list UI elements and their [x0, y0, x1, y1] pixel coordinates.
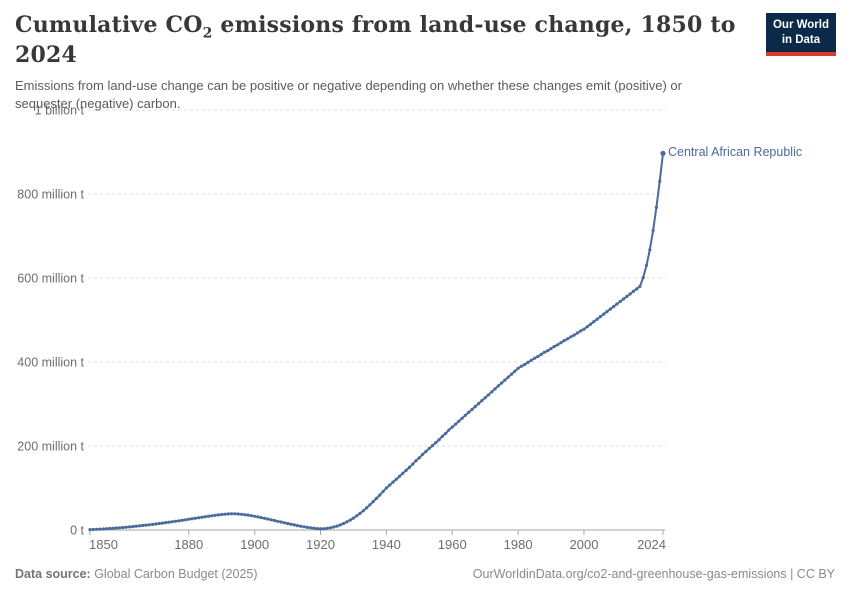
owid-logo[interactable]: Our World in Data: [765, 13, 836, 56]
chart-footer: Data source: Global Carbon Budget (2025)…: [15, 567, 835, 581]
series-label-central-african-republic: Central African Republic: [668, 145, 803, 160]
svg-text:600 million t: 600 million t: [17, 272, 84, 286]
svg-text:2024: 2024: [637, 537, 666, 552]
svg-text:1880: 1880: [174, 537, 203, 552]
svg-text:200 million t: 200 million t: [17, 440, 84, 454]
svg-text:400 million t: 400 million t: [17, 356, 84, 370]
owid-cc-by-link[interactable]: OurWorldinData.org/co2-and-greenhouse-ga…: [472, 567, 835, 581]
title-text-post: emissions from land-use change, 1850 to …: [15, 12, 736, 69]
svg-text:0 t: 0 t: [70, 524, 84, 538]
svg-text:1850: 1850: [89, 537, 118, 552]
title-subscript: 2: [202, 25, 213, 42]
svg-text:1980: 1980: [504, 537, 533, 552]
data-source-label: Data source:: [15, 567, 91, 581]
svg-text:2000: 2000: [570, 537, 599, 552]
title-text-pre: Cumulative CO: [15, 12, 203, 38]
owid-logo-line1: Our World: [772, 19, 829, 31]
owid-logo-line2: in Data: [781, 33, 821, 46]
data-source: Data source: Global Carbon Budget (2025): [15, 567, 258, 581]
svg-text:1 billion t: 1 billion t: [35, 104, 85, 118]
data-source-value: Global Carbon Budget (2025): [90, 567, 258, 581]
svg-text:1920: 1920: [306, 537, 335, 552]
svg-text:1900: 1900: [240, 537, 269, 552]
page-title: Cumulative CO2 emissions from land-use c…: [15, 12, 750, 69]
page-subtitle: Emissions from land-use change can be po…: [15, 77, 682, 112]
svg-text:800 million t: 800 million t: [17, 188, 84, 202]
svg-text:1960: 1960: [438, 537, 467, 552]
svg-text:1940: 1940: [372, 537, 401, 552]
chart-header: Cumulative CO2 emissions from land-use c…: [15, 12, 750, 113]
